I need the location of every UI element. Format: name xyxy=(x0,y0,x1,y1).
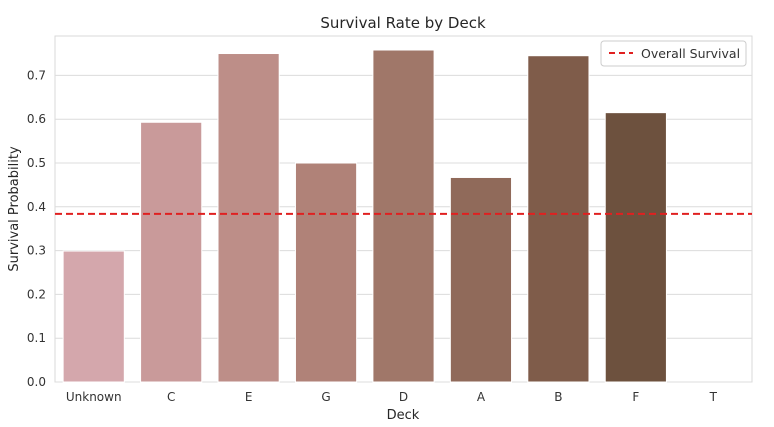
y-tick-label: 0.1 xyxy=(27,331,46,345)
bar-a xyxy=(449,176,513,383)
y-axis-ticks: 0.0 0.1 0.2 0.3 0.4 0.5 0.6 0.7 xyxy=(27,68,46,389)
y-tick-label: 0.5 xyxy=(27,156,46,170)
x-axis-label: Deck xyxy=(387,408,420,423)
chart-title: Survival Rate by Deck xyxy=(320,14,486,32)
bar-b xyxy=(527,55,590,383)
x-tick-label: F xyxy=(632,390,639,404)
bars-group xyxy=(62,49,667,383)
x-tick-label: T xyxy=(709,390,718,404)
x-axis-ticks: Unknown C E G D A B F T xyxy=(66,390,718,404)
y-tick-label: 0.6 xyxy=(27,112,46,126)
legend-entry-label: Overall Survival xyxy=(641,46,740,61)
legend-box xyxy=(600,40,747,67)
bar-e xyxy=(217,53,280,383)
bar-d xyxy=(372,49,435,383)
bar-g xyxy=(294,162,358,383)
x-tick-label: C xyxy=(167,390,175,404)
y-tick-label: 0.4 xyxy=(27,200,46,214)
x-tick-label: B xyxy=(554,390,562,404)
bar-f xyxy=(604,112,667,383)
y-tick-label: 0.0 xyxy=(27,375,46,389)
x-tick-label: Unknown xyxy=(66,390,122,404)
y-tick-label: 0.2 xyxy=(27,287,46,301)
legend: Overall Survival xyxy=(600,40,747,67)
x-tick-label: D xyxy=(399,390,408,404)
bar-c xyxy=(140,121,203,383)
y-tick-label: 0.3 xyxy=(27,244,46,258)
bar-unknown xyxy=(62,250,125,383)
x-tick-label: G xyxy=(321,390,330,404)
y-tick-label: 0.7 xyxy=(27,68,46,82)
y-axis-label: Survival Probability xyxy=(7,146,22,272)
x-tick-label: A xyxy=(477,390,486,404)
x-tick-label: E xyxy=(245,390,253,404)
